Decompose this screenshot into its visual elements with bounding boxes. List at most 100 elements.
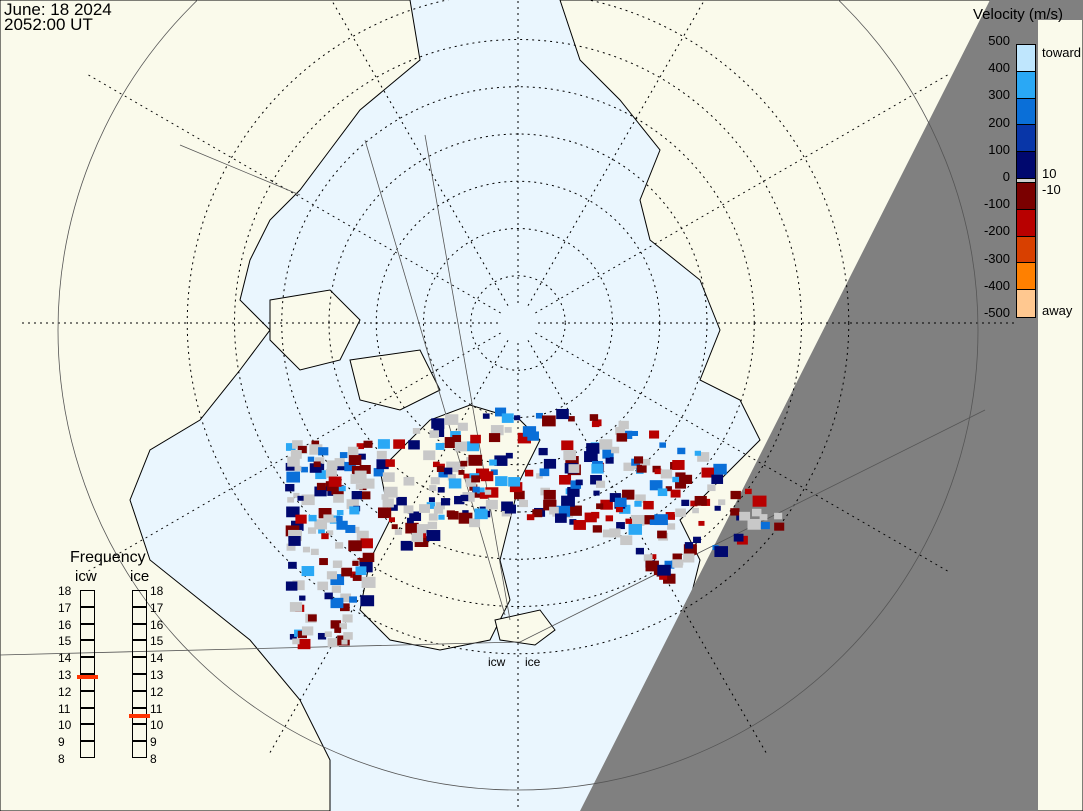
velocity-tick: -300 xyxy=(983,250,1010,266)
velocity-cell xyxy=(460,494,469,502)
velocity-cell xyxy=(433,506,444,514)
velocity-tick: 0 xyxy=(1002,169,1010,184)
velocity-cell xyxy=(355,566,367,576)
velocity-cell xyxy=(309,444,323,455)
velocity-cell xyxy=(569,519,577,525)
velocity-cell xyxy=(618,420,629,430)
velocity-cell xyxy=(326,571,338,580)
velocity-cell xyxy=(634,500,642,507)
frequency-tick: 10 xyxy=(150,718,164,733)
velocity-cell xyxy=(352,573,362,581)
velocity-cell xyxy=(336,510,344,516)
velocity-cell xyxy=(345,524,356,533)
velocity-cell xyxy=(301,566,315,577)
frequency-radar-icw: icw xyxy=(75,568,97,585)
velocity-tick: 100 xyxy=(988,141,1010,157)
velocity-cell xyxy=(351,465,362,474)
velocity-cell xyxy=(299,595,306,601)
velocity-cell xyxy=(573,520,586,530)
velocity-cell xyxy=(675,508,686,518)
velocity-cell xyxy=(297,638,311,650)
velocity-cell xyxy=(593,419,602,427)
velocity-cell xyxy=(324,631,332,638)
velocity-cell xyxy=(549,506,559,515)
velocity-cell xyxy=(561,495,575,507)
velocity-cell xyxy=(690,500,698,507)
velocity-cell xyxy=(351,526,360,534)
velocity-tick: 300 xyxy=(988,87,1010,103)
velocity-cell xyxy=(466,441,480,452)
colorbar-segment xyxy=(1017,290,1035,317)
frequency-cell xyxy=(132,606,147,624)
velocity-cell xyxy=(645,560,659,572)
velocity-cell xyxy=(471,475,481,483)
velocity-cell xyxy=(635,494,646,503)
velocity-cell xyxy=(596,480,606,488)
velocity-cell xyxy=(733,533,744,542)
colorbar-segment xyxy=(1017,98,1035,126)
night-terminator xyxy=(580,0,1083,811)
velocity-cell xyxy=(302,546,310,553)
velocity-cell xyxy=(384,486,398,498)
velocity-cell xyxy=(474,508,488,520)
velocity-cell xyxy=(354,470,367,481)
velocity-cell xyxy=(614,497,627,507)
velocity-cell xyxy=(675,479,687,489)
velocity-cell xyxy=(382,498,394,508)
velocity-cell xyxy=(554,513,567,523)
velocity-cell xyxy=(628,524,643,535)
velocity-cell xyxy=(339,452,348,459)
velocity-cell xyxy=(349,596,357,603)
velocity-cell xyxy=(605,515,614,522)
velocity-cell xyxy=(561,440,574,451)
velocity-cell xyxy=(452,434,462,442)
frequency-cell xyxy=(132,724,147,742)
velocity-cell xyxy=(774,522,785,531)
velocity-cell xyxy=(435,442,445,450)
velocity-colorbar xyxy=(1016,44,1036,318)
velocity-cell xyxy=(575,479,583,486)
velocity-cell xyxy=(330,574,345,586)
frequency-tick: 9 xyxy=(58,735,65,750)
velocity-cell xyxy=(436,466,445,473)
velocity-tick: 400 xyxy=(988,60,1010,76)
velocity-cell xyxy=(330,620,342,629)
velocity-cell xyxy=(694,495,707,506)
velocity-cell xyxy=(319,558,328,566)
velocity-cell xyxy=(514,415,521,421)
velocity-cell xyxy=(501,501,513,511)
velocity-cell xyxy=(751,508,762,517)
velocity-cell xyxy=(427,521,438,530)
velocity-tick: -400 xyxy=(983,277,1010,293)
velocity-cell xyxy=(316,482,326,491)
velocity-cell xyxy=(569,505,582,516)
velocity-cell xyxy=(611,446,620,454)
velocity-cell xyxy=(285,462,296,471)
velocity-cell xyxy=(494,455,508,466)
velocity-cell xyxy=(333,494,344,503)
frequency-cell xyxy=(132,657,147,674)
velocity-cell xyxy=(489,459,497,466)
velocity-cell xyxy=(485,499,498,510)
velocity-legend-title: Velocity (m/s) xyxy=(973,6,1064,23)
outer-circles xyxy=(0,0,986,791)
velocity-cell xyxy=(602,529,613,538)
colorbar-segment xyxy=(1017,182,1035,210)
velocity-cell xyxy=(412,427,421,434)
velocity-cell xyxy=(454,495,465,505)
velocity-cell xyxy=(315,470,327,480)
velocity-cell xyxy=(664,560,675,569)
velocity-cell xyxy=(665,486,672,492)
velocity-cell xyxy=(663,573,676,584)
velocity-cell xyxy=(484,489,492,495)
frequency-tick: 16 xyxy=(58,617,72,632)
frequency-tick: 17 xyxy=(58,600,72,615)
frequency-marker-icw xyxy=(77,675,98,680)
velocity-cell xyxy=(714,546,728,557)
threshold-neg-label: -10 xyxy=(1042,182,1061,197)
velocity-cell xyxy=(310,548,319,556)
velocity-cell xyxy=(488,433,501,443)
velocity-cell xyxy=(458,469,465,475)
velocity-tick: -100 xyxy=(983,196,1010,212)
velocity-cell xyxy=(490,425,504,436)
